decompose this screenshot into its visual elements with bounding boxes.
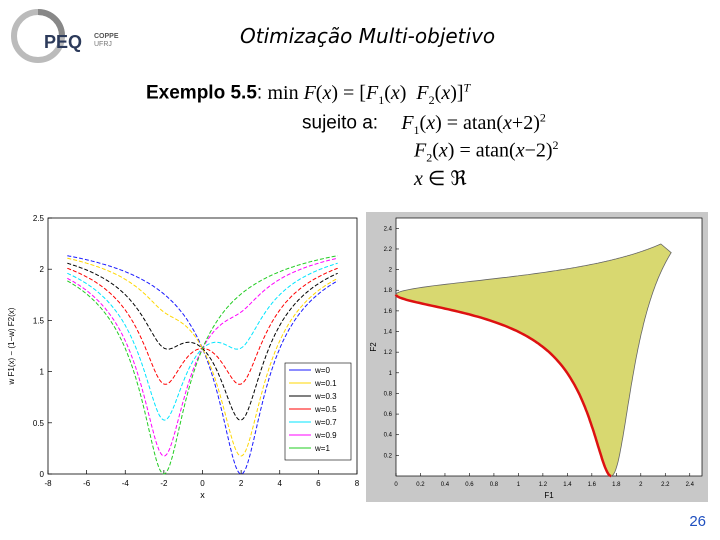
y-axis-label: w F1(x) − (1−w) F2(x) <box>7 307 16 385</box>
y-tick-label: 1.4 <box>384 330 393 336</box>
y-tick-label: 1.2 <box>384 350 393 356</box>
pareto-front <box>394 294 612 478</box>
y-tick-label: 2 <box>389 268 393 274</box>
y-tick-label: 2.4 <box>384 226 393 232</box>
x-tick-label: -2 <box>160 479 168 488</box>
y-tick-label: 1.5 <box>33 316 45 325</box>
x-tick-label: -4 <box>122 479 130 488</box>
x-tick-label: 4 <box>278 479 283 488</box>
x-tick-label: -6 <box>83 479 91 488</box>
page-number: 26 <box>689 513 706 530</box>
legend-label: w=0.1 <box>314 379 337 388</box>
legend-label: w=0.9 <box>314 431 337 440</box>
x-tick-label: 0.8 <box>490 482 499 488</box>
x-tick-label: 0.2 <box>416 482 425 488</box>
legend-label: w=1 <box>314 444 330 453</box>
x-tick-label: 0 <box>200 479 205 488</box>
y-tick-label: 2.2 <box>384 247 393 253</box>
x-tick-label: 0.6 <box>465 482 474 488</box>
pareto-front-chart: 0 0.2 0.4 0.6 0.8 1 1.2 1.4 1.6 1.8 2 2.2 2.4 0.2 0.4 0… <box>366 212 708 502</box>
example-colon: : <box>256 82 263 104</box>
y-tick-label: 1 <box>40 368 45 377</box>
legend-label: w=0.7 <box>314 418 337 427</box>
constraint-2: F2(x) = atan(x−2)2 <box>414 138 559 165</box>
logo-small-bottom: UFRJ <box>94 41 112 48</box>
example-label: Exemplo 5.5 <box>146 82 257 104</box>
x-axis-label: x <box>200 490 205 500</box>
y-tick-label: 0.8 <box>384 391 393 397</box>
y-tick-label: 0 <box>40 470 45 479</box>
y-tick-label: 2.5 <box>33 214 45 223</box>
series-line <box>67 255 338 475</box>
series-line <box>67 255 338 475</box>
example-line-2: sujeito a: F1(x) = atan(x+2)2 <box>302 110 546 138</box>
example-line-1: Exemplo 5.5: min F(x) = [F1(x) F2(x)]T <box>146 80 470 108</box>
x-tick-label: 1.8 <box>612 482 621 488</box>
y-tick-label: 0.6 <box>384 412 393 418</box>
x-tick-label: 1.4 <box>563 482 572 488</box>
x-tick-label: 8 <box>355 479 360 488</box>
domain-constraint: x ∈ ℜ <box>414 168 467 190</box>
x-tick-label: -8 <box>44 479 52 488</box>
legend-label: w=0 <box>314 366 330 375</box>
logo-arc <box>37 9 65 37</box>
x-tick-label: 2.4 <box>686 482 695 488</box>
weighted-sum-chart: -8 -6 -4 -2 0 2 4 6 8 0 0.5 1 1.5 2 2.5 x w F1(x) − (1−w… <box>7 214 360 500</box>
y-tick-label: 1.8 <box>384 288 393 294</box>
y-tick-label: 0.2 <box>384 453 393 459</box>
x-tick-label: 2 <box>239 479 244 488</box>
legend-label: w=0.3 <box>314 392 337 401</box>
y-tick-label: 0.5 <box>33 419 45 428</box>
y-tick-label: 1.6 <box>384 309 393 315</box>
y-tick-label: 2 <box>40 265 45 274</box>
x-tick-label: 6 <box>316 479 321 488</box>
x-tick-label: 0.4 <box>441 482 450 488</box>
x-tick-label: 1.6 <box>588 482 597 488</box>
y-tick-label: 0.4 <box>384 433 393 439</box>
slide-title: Otimização Multi-objetivo <box>240 24 496 48</box>
constraint-1: F1(x) = atan(x+2)2 <box>401 110 546 137</box>
logo-main-text: PEQ <box>44 32 82 52</box>
y-tick-label: 1 <box>389 371 393 377</box>
x-tick-label: 0 <box>394 482 398 488</box>
legend-box <box>284 362 352 461</box>
x-tick-label: 1.2 <box>539 482 548 488</box>
subject-to-label: sujeito a: <box>302 112 379 134</box>
logo-small-top: COPPE <box>94 33 119 40</box>
x-axis-label: F1 <box>544 491 554 500</box>
objective: min F(x) = [F1(x) F2(x)]T <box>267 80 471 107</box>
x-tick-label: 1 <box>517 482 521 488</box>
peq-coppe-logo: PEQ COPPE UFRJ <box>11 9 119 63</box>
y-axis-label: F2 <box>369 342 378 352</box>
x-tick-label: 2 <box>639 482 643 488</box>
x-tick-label: 2.2 <box>661 482 670 488</box>
legend-label: w=0.5 <box>314 405 337 414</box>
